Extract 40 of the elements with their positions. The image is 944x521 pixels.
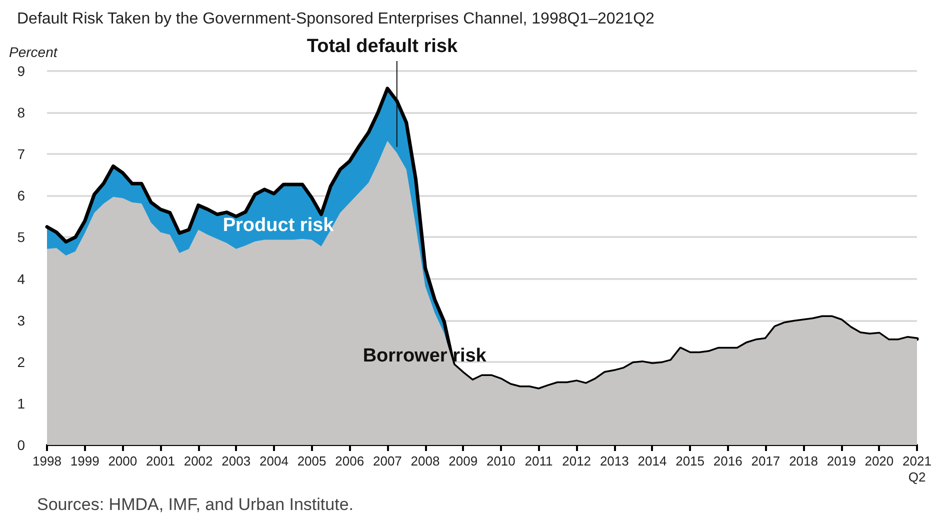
y-tick-label: 5 xyxy=(17,229,26,246)
x-tick-label: 2019 xyxy=(826,454,856,468)
x-tick-label: 2006 xyxy=(335,454,364,468)
x-tick-label: 2007 xyxy=(372,454,402,468)
x-tick-label: 1998 xyxy=(32,454,62,468)
y-tick-label: 3 xyxy=(17,312,26,328)
series-label: Borrower risk xyxy=(362,346,487,367)
annotation: Total default risk xyxy=(306,36,458,57)
x-tick-label: 2003 xyxy=(222,454,251,468)
y-tick-label: 9 xyxy=(17,63,26,79)
x-tick-label: 2013 xyxy=(600,454,629,468)
y-tick-label: 6 xyxy=(17,188,26,204)
x-tick-label: 2018 xyxy=(789,454,818,468)
x-tick-label: 2010 xyxy=(486,454,516,468)
series-label: Product risk xyxy=(222,214,334,236)
x-tick-label: 2001 xyxy=(146,454,175,468)
y-tick-label: 0 xyxy=(17,437,26,453)
y-tick-label: 1 xyxy=(17,395,26,412)
x-tick-label: 2009 xyxy=(448,454,478,468)
source-note: Sources: HMDA, IMF, and Urban Institute. xyxy=(37,495,354,514)
y-tick-label: 2 xyxy=(17,354,26,370)
x-tick-label: 2017 xyxy=(751,454,780,468)
x-tick-label: 2016 xyxy=(713,454,742,468)
x-tick-label: 2000 xyxy=(108,454,138,468)
x-tick-label: 2005 xyxy=(297,454,326,468)
x-tick-label: 2020 xyxy=(864,454,894,468)
x-tick-label: 2002 xyxy=(184,454,213,468)
x-tick-label: 2015 xyxy=(676,454,705,468)
y-axis-title: Percent xyxy=(9,44,58,60)
x-tick-label: 1999 xyxy=(70,454,100,468)
chart-title: Default Risk Taken by the Government-Sponsored Enterprises Channel, 1998Q1–2021Q2 xyxy=(17,10,655,28)
x-tick-label: 2011 xyxy=(524,454,553,468)
x-tick-label: 2008 xyxy=(410,454,440,468)
x-tick-label: 2012 xyxy=(562,454,592,468)
x-tick-label: 2014 xyxy=(638,454,667,468)
y-tick-label: 7 xyxy=(17,146,26,162)
y-tick-label: 4 xyxy=(17,270,26,287)
x-tick-label: 2004 xyxy=(259,454,288,468)
x-tick-label: 2021 Q2 xyxy=(902,454,932,484)
y-tick-label: 8 xyxy=(17,104,26,121)
